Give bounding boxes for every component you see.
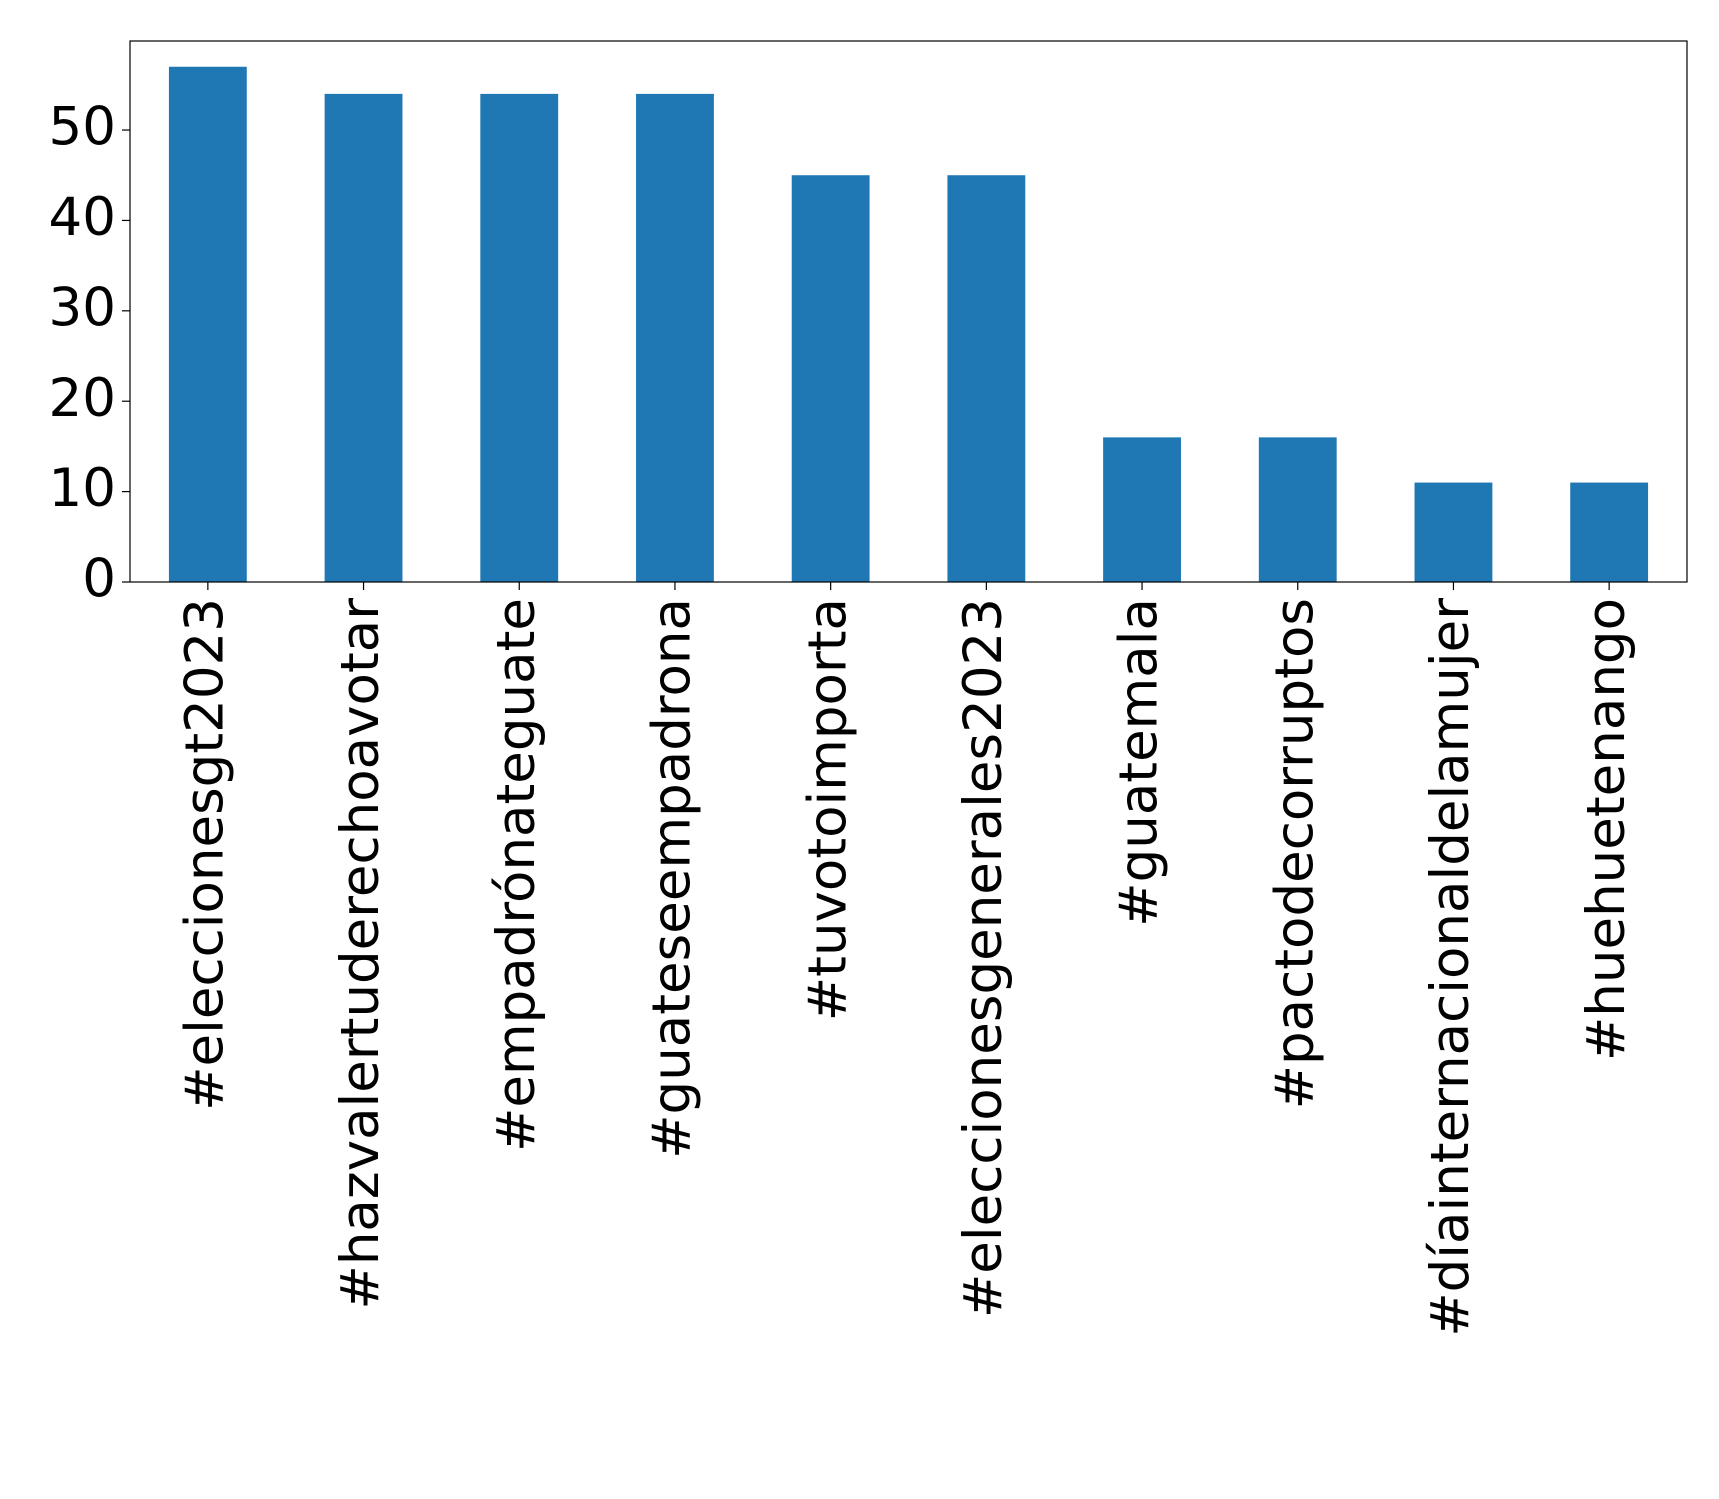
x-tick-label: #guatemala bbox=[1109, 598, 1170, 927]
bar bbox=[1414, 482, 1493, 582]
x-tick-label: #empadrónateguate bbox=[486, 598, 547, 1152]
x-tick-label: #hazvalertuderechoavotar bbox=[330, 598, 391, 1310]
bar bbox=[1570, 482, 1649, 582]
x-tick-label: #eleccionesgt2023 bbox=[174, 598, 235, 1111]
x-tick-label: #huehuetenango bbox=[1576, 598, 1637, 1061]
y-tick-label: 40 bbox=[49, 187, 116, 248]
bar bbox=[168, 66, 247, 582]
x-tick-label: #pactodecorruptos bbox=[1264, 598, 1325, 1109]
y-tick-label: 20 bbox=[49, 368, 116, 429]
bar bbox=[1103, 437, 1181, 582]
y-tick-label: 50 bbox=[49, 97, 116, 158]
x-tick-label: #díainternacionaldelamujer bbox=[1420, 598, 1481, 1337]
bar bbox=[636, 93, 714, 582]
bar bbox=[791, 175, 870, 582]
y-tick-label: 0 bbox=[82, 549, 116, 610]
bar bbox=[480, 93, 559, 582]
y-tick-label: 10 bbox=[49, 458, 116, 519]
bar bbox=[1258, 437, 1337, 582]
plot-frame bbox=[129, 40, 1688, 583]
x-tick-label: #tuvotoimporta bbox=[797, 598, 858, 1021]
bar bbox=[947, 175, 1026, 582]
x-tick-label: #guateseempadrona bbox=[642, 598, 703, 1159]
x-tick-label: #eleccionesgenerales2023 bbox=[953, 598, 1014, 1318]
bar bbox=[324, 93, 403, 582]
y-tick-label: 30 bbox=[49, 277, 116, 338]
